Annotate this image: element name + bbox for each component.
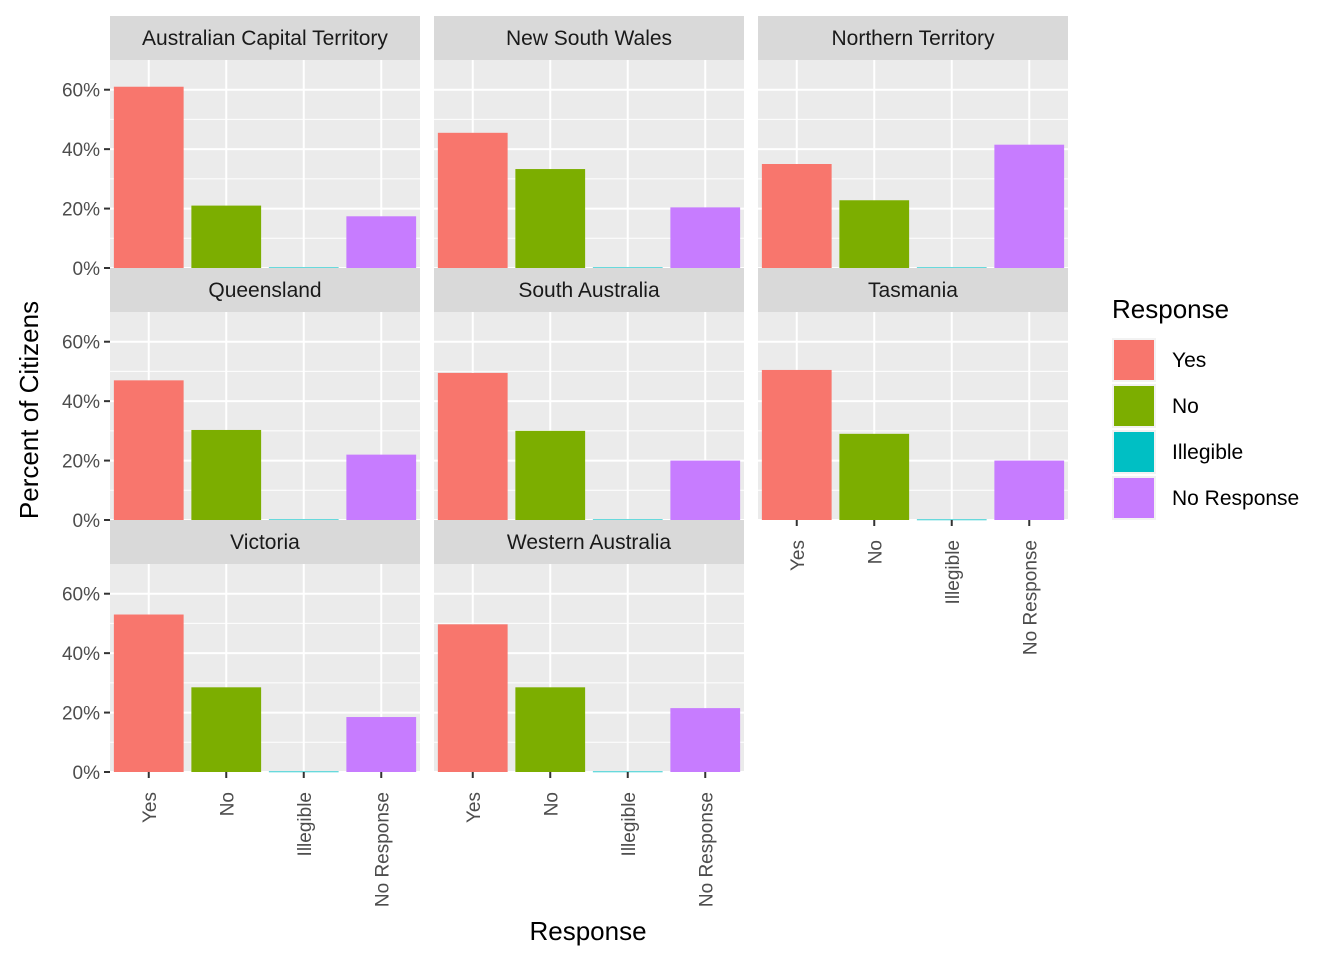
x-tick-label: No Response xyxy=(696,792,717,907)
x-tick-label: Yes xyxy=(788,540,809,571)
legend-label: Yes xyxy=(1172,349,1206,372)
legend-swatch xyxy=(1114,340,1154,380)
x-axis-title: Response xyxy=(529,916,646,946)
bar xyxy=(592,519,663,521)
x-tick-label: Yes xyxy=(140,792,161,823)
bar xyxy=(191,687,262,772)
bar xyxy=(592,771,663,773)
facet-strip xyxy=(110,268,420,312)
bar xyxy=(592,267,663,269)
x-tick-label: Illegible xyxy=(943,540,964,604)
facet-panel: New South Wales xyxy=(434,16,744,269)
facet-panel: Tasmania Yes No Illegible No Response xyxy=(758,268,1068,655)
bar xyxy=(346,717,417,772)
facet-panel: Northern Territory xyxy=(758,16,1068,269)
bar xyxy=(761,369,832,520)
y-axis-title: Percent of Citizens xyxy=(14,301,44,519)
facet-strip xyxy=(758,16,1068,60)
facet-panel: Western Australia Yes No Illegible No Respon… xyxy=(434,520,744,907)
facet-strip-label: Northern Territory xyxy=(832,27,995,50)
facet-strip xyxy=(434,268,744,312)
facet-strip xyxy=(110,16,420,60)
legend-swatch xyxy=(1114,478,1154,518)
bar xyxy=(839,200,910,268)
bar xyxy=(268,267,339,269)
bar xyxy=(113,380,184,520)
x-tick-label: No Response xyxy=(1020,540,1041,655)
bar xyxy=(515,169,586,268)
facet-strip-label: Queensland xyxy=(208,279,321,302)
y-tick-label: 40% xyxy=(62,392,100,413)
legend-swatch xyxy=(1114,386,1154,426)
y-tick-label: 40% xyxy=(62,644,100,665)
y-tick-label: 40% xyxy=(62,140,100,161)
bar xyxy=(191,429,262,520)
facet-strip-label: Tasmania xyxy=(868,279,958,302)
bar xyxy=(437,372,508,520)
x-tick-label: Illegible xyxy=(619,792,640,856)
y-tick-label: 0% xyxy=(73,259,101,280)
bar xyxy=(346,454,417,520)
y-tick-label: 60% xyxy=(62,585,100,606)
bar xyxy=(113,614,184,772)
facet-strip xyxy=(434,16,744,60)
bar xyxy=(437,132,508,268)
legend-label: No xyxy=(1172,395,1199,418)
bar xyxy=(437,624,508,772)
facet-strip-label: Victoria xyxy=(230,531,300,554)
bar xyxy=(515,687,586,772)
bar xyxy=(670,207,741,268)
y-tick-label: 60% xyxy=(62,333,100,354)
bar xyxy=(113,86,184,268)
facet-strip-label: Western Australia xyxy=(507,531,672,554)
y-tick-label: 20% xyxy=(62,200,100,221)
bar xyxy=(839,433,910,520)
facet-panels: Australian Capital Territory 0% 20% 40% 60% N… xyxy=(62,16,1068,907)
x-tick-label: No xyxy=(865,540,886,564)
legend: Response Yes No Illegible No Response xyxy=(1112,294,1299,520)
bar xyxy=(191,205,262,268)
legend-label: Illegible xyxy=(1172,441,1243,464)
legend-swatch xyxy=(1114,432,1154,472)
bar xyxy=(916,519,987,521)
legend-title: Response xyxy=(1112,294,1229,324)
facet-panel: Australian Capital Territory 0% 20% 40% 60% xyxy=(62,16,420,280)
bar xyxy=(994,144,1065,268)
facet-strip-label: New South Wales xyxy=(506,27,672,50)
y-tick-label: 0% xyxy=(73,763,101,784)
y-tick-label: 60% xyxy=(62,81,100,102)
y-tick-label: 20% xyxy=(62,704,100,725)
y-tick-label: 20% xyxy=(62,452,100,473)
facet-panel: South Australia xyxy=(434,268,744,521)
facet-strip-label: South Australia xyxy=(518,279,660,302)
bar xyxy=(916,267,987,269)
x-tick-label: No xyxy=(541,792,562,816)
bar xyxy=(994,460,1065,520)
bar xyxy=(761,164,832,268)
x-tick-label: Illegible xyxy=(295,792,316,856)
facet-strip-label: Australian Capital Territory xyxy=(142,27,388,50)
facet-strip xyxy=(758,268,1068,312)
bar xyxy=(268,771,339,773)
x-tick-label: No Response xyxy=(372,792,393,907)
bar xyxy=(670,708,741,772)
bar xyxy=(515,430,586,520)
facet-strip xyxy=(434,520,744,564)
y-tick-label: 0% xyxy=(73,511,101,532)
facet-strip xyxy=(110,520,420,564)
bar xyxy=(670,460,741,520)
bar xyxy=(268,519,339,521)
facet-panel: Victoria 0% 20% 40% 60% Yes No Illegible No Resp… xyxy=(62,520,420,907)
bar xyxy=(346,216,417,268)
facet-panel: Queensland 0% 20% 40% 60% xyxy=(62,268,420,532)
x-tick-label: Yes xyxy=(464,792,485,823)
x-tick-label: No xyxy=(217,792,238,816)
legend-label: No Response xyxy=(1172,487,1299,510)
